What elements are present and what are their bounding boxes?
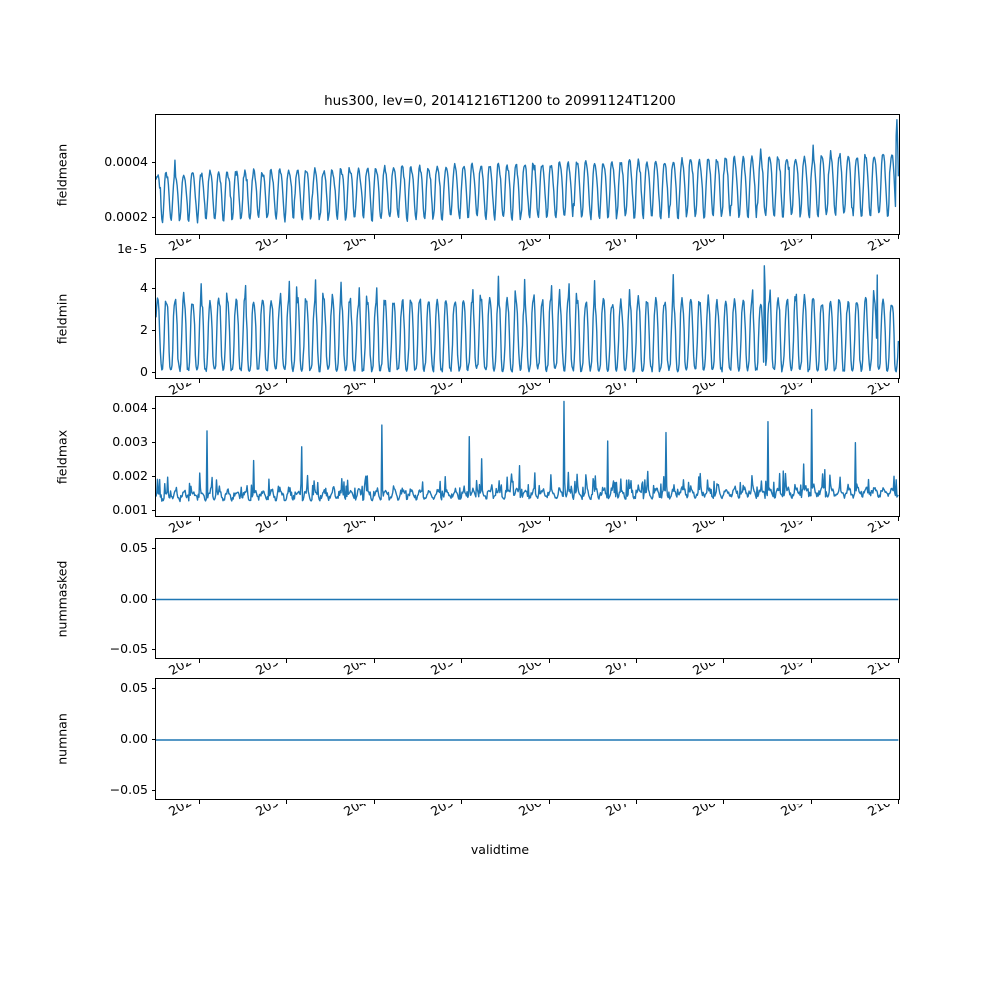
x-tick-mark <box>373 517 375 521</box>
series-line-fieldmax <box>156 400 899 503</box>
x-tick-mark <box>373 235 375 239</box>
x-tick-mark <box>286 379 288 383</box>
x-tick-mark <box>636 235 638 239</box>
x-tick-mark <box>810 659 812 663</box>
plot-panel-nummasked <box>155 538 900 659</box>
x-tick-mark <box>723 800 725 804</box>
plot-panel-fieldmean <box>155 114 900 235</box>
figure-title: hus300, lev=0, 20141216T1200 to 20991124… <box>324 93 676 109</box>
x-tick-mark <box>199 800 201 804</box>
y-tick-label: 0.0002 <box>104 209 148 225</box>
y-tick-mark <box>151 288 155 290</box>
x-tick-mark <box>373 800 375 804</box>
x-tick-mark <box>461 235 463 239</box>
y-tick-mark <box>151 371 155 373</box>
y-tick-label: 0 <box>140 363 148 379</box>
x-tick-mark <box>723 517 725 521</box>
y-tick-mark <box>151 548 155 550</box>
y-tick-mark <box>151 217 155 219</box>
y-tick-mark <box>151 509 155 511</box>
x-tick-mark <box>461 800 463 804</box>
y-tick-label: 2 <box>140 321 148 337</box>
y-tick-mark <box>151 162 155 164</box>
x-tick-mark <box>898 800 900 804</box>
x-tick-mark <box>373 379 375 383</box>
x-tick-mark <box>199 379 201 383</box>
x-tick-mark <box>286 800 288 804</box>
y-tick-mark <box>151 329 155 331</box>
x-tick-mark <box>286 517 288 521</box>
y-axis-label-fieldmin: fieldmin <box>54 293 70 344</box>
y-tick-mark <box>151 739 155 740</box>
y-tick-label: 0.05 <box>120 680 148 696</box>
x-tick-label: 2100 <box>865 521 901 536</box>
x-tick-mark <box>548 379 550 383</box>
x-tick-mark <box>810 235 812 239</box>
y-tick-mark <box>151 648 155 650</box>
y-tick-label: 0.00 <box>120 731 148 746</box>
y-tick-label: −0.05 <box>109 640 148 656</box>
x-tick-mark <box>636 379 638 383</box>
x-tick-mark <box>461 659 463 663</box>
x-tick-mark <box>461 517 463 521</box>
x-tick-mark <box>898 235 900 239</box>
y-tick-mark <box>151 407 155 409</box>
y-axis-label-numnan: numnan <box>54 713 70 765</box>
y-tick-mark <box>151 475 155 477</box>
x-tick-mark <box>373 659 375 663</box>
x-tick-mark <box>723 379 725 383</box>
y-tick-label: 0.05 <box>120 540 148 556</box>
x-tick-mark <box>723 659 725 663</box>
x-tick-mark <box>723 235 725 239</box>
plot-panel-numnan <box>155 678 900 800</box>
x-tick-mark <box>810 379 812 383</box>
x-axis-label: validtime <box>470 842 530 857</box>
y-tick-mark <box>151 441 155 443</box>
y-tick-mark <box>151 789 155 791</box>
y-tick-label: 0.00 <box>120 590 148 606</box>
y-tick-label: −0.05 <box>109 781 148 797</box>
x-tick-label: 2100 <box>865 663 901 678</box>
y-tick-label: 4 <box>140 280 148 296</box>
plot-panel-fieldmin <box>155 258 900 379</box>
x-tick-mark <box>898 659 900 663</box>
x-tick-mark <box>636 517 638 521</box>
y-axis-offset-text: 1e-5 <box>117 241 148 256</box>
x-tick-mark <box>810 517 812 521</box>
y-axis-label-nummasked: nummasked <box>54 560 70 637</box>
y-tick-mark <box>151 598 155 600</box>
y-tick-label: 0.004 <box>112 399 148 415</box>
x-tick-mark <box>898 379 900 383</box>
series-line-fieldmean <box>156 118 900 224</box>
y-tick-mark <box>151 688 155 690</box>
y-axis-label-fieldmax: fieldmax <box>54 429 70 484</box>
x-tick-mark <box>548 800 550 804</box>
y-tick-label: 0.001 <box>112 501 148 517</box>
y-axis-label-fieldmean: fieldmean <box>54 143 70 206</box>
x-tick-label: 2100 <box>865 239 901 254</box>
x-tick-mark <box>548 517 550 521</box>
x-tick-mark <box>636 659 638 663</box>
y-tick-label: 0.003 <box>112 433 148 449</box>
x-tick-mark <box>199 659 201 663</box>
x-tick-mark <box>548 235 550 239</box>
x-tick-mark <box>636 800 638 804</box>
x-tick-mark <box>810 800 812 804</box>
x-tick-mark <box>286 659 288 663</box>
x-tick-mark <box>898 517 900 521</box>
plot-panel-fieldmax <box>155 396 900 517</box>
x-tick-mark <box>461 379 463 383</box>
x-tick-label: 2100 <box>865 804 901 819</box>
series-line-numnan <box>156 739 899 741</box>
series-line-nummasked <box>156 598 899 601</box>
x-tick-mark <box>199 517 201 521</box>
series-line-fieldmin <box>156 265 900 373</box>
y-tick-label: 0.002 <box>112 467 148 483</box>
x-tick-mark <box>548 659 550 663</box>
x-tick-mark <box>286 235 288 239</box>
y-tick-label: 0.0004 <box>104 154 148 170</box>
x-tick-mark <box>199 235 201 239</box>
